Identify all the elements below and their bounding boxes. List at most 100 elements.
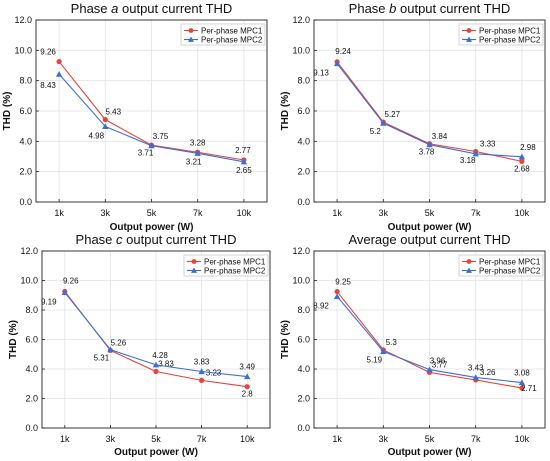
data-label: 5.3 xyxy=(386,338,398,347)
legend-circle-icon xyxy=(466,28,472,33)
data-label: 5.31 xyxy=(94,354,110,363)
y-tick-label: 2.0 xyxy=(19,167,32,177)
data-label: 2.98 xyxy=(520,143,536,152)
x-tick-label: 5k xyxy=(147,208,157,218)
data-label: 8.92 xyxy=(313,301,329,310)
chart-title-text: Average output current THD xyxy=(348,232,510,247)
y-tick-label: 10.0 xyxy=(292,45,310,55)
data-label: 3.26 xyxy=(480,368,496,377)
x-tick-label: 3k xyxy=(101,208,111,218)
legend-triangle-icon xyxy=(466,36,472,42)
chart-title-italic: a xyxy=(111,1,118,16)
y-tick-label: 8.0 xyxy=(25,305,38,315)
data-point-mpc1 xyxy=(56,58,62,65)
data-point-mpc2 xyxy=(333,60,341,67)
data-label: 3.83 xyxy=(158,360,174,369)
x-axis-label: Output power (W) xyxy=(388,222,472,233)
legend-triangle-icon xyxy=(188,36,194,42)
data-point-mpc2 xyxy=(61,289,68,296)
chart-title-text: output current THD xyxy=(123,232,237,247)
data-label: 2.68 xyxy=(514,164,530,173)
y-tick-label: 2.0 xyxy=(297,394,310,404)
data-point-mpc2 xyxy=(240,158,248,165)
data-label: 9.13 xyxy=(313,69,329,78)
chart-title-text: Phase xyxy=(349,1,389,16)
data-point-mpc2 xyxy=(472,150,479,157)
plot-frame xyxy=(313,250,546,429)
x-tick-label: 10k xyxy=(515,434,530,444)
x-axis-label: Output power (W) xyxy=(388,447,472,458)
legend-box xyxy=(458,254,544,277)
data-point-mpc1 xyxy=(519,158,525,164)
legend-circle-icon xyxy=(188,28,194,33)
data-point-mpc2 xyxy=(107,346,114,353)
y-tick-label: 12.0 xyxy=(20,246,38,256)
x-tick-label: 3k xyxy=(379,434,389,444)
data-label: 3.77 xyxy=(432,360,448,369)
data-point-mpc2 xyxy=(244,373,251,380)
x-tick-label: 5k xyxy=(425,434,435,444)
y-tick-label: 6.0 xyxy=(297,106,310,116)
data-point-mpc2 xyxy=(55,70,63,77)
x-tick-label: 10k xyxy=(237,208,252,218)
data-point-mpc2 xyxy=(148,142,155,149)
y-tick-label: 0.0 xyxy=(25,423,38,433)
y-tick-label: 4.0 xyxy=(25,364,38,374)
x-axis-label: Output power (W) xyxy=(114,447,198,458)
chart-panel-3: 0.0 2.0 4.0 6.0 8.0 10.0 12.0 1k 3k 5k 7k 10k Averag… xyxy=(280,232,546,458)
y-tick-label: 0.0 xyxy=(297,423,310,433)
y-axis-label: THD (%) xyxy=(2,92,13,131)
x-tick-label: 5k xyxy=(151,434,161,444)
chart-panel-1: 0.0 2.0 4.0 6.0 8.0 10.0 12.0 1k 3k 5k 7k 10k Phase … xyxy=(280,1,546,233)
data-label: 9.26 xyxy=(40,48,56,57)
chart-title-italic: c xyxy=(116,232,123,247)
data-point-mpc2 xyxy=(472,374,479,380)
data-label: 2.65 xyxy=(236,166,252,175)
data-label: 2.8 xyxy=(242,390,254,399)
data-label: 2.77 xyxy=(235,146,251,155)
x-tick-label: 7k xyxy=(197,434,207,444)
chart-panel-0: 0.0 2.0 4.0 6.0 8.0 10.0 12.0 1k 3k 5k 7k 10k Phase … xyxy=(2,1,268,233)
y-tick-label: 8.0 xyxy=(297,305,310,315)
data-label: 3.75 xyxy=(153,132,169,141)
data-label: 2.71 xyxy=(521,384,537,393)
y-axis-label: THD (%) xyxy=(280,92,291,131)
y-tick-label: 0.0 xyxy=(19,197,32,207)
legend-triangle-icon xyxy=(466,267,472,273)
y-tick-label: 12.0 xyxy=(292,246,310,256)
y-tick-label: 0.0 xyxy=(297,197,310,207)
y-tick-label: 10.0 xyxy=(14,45,32,55)
y-tick-label: 12.0 xyxy=(292,15,310,25)
data-label: 5.19 xyxy=(367,355,383,364)
data-label: 8.43 xyxy=(40,81,56,90)
legend-label: Per-phase MPC1 xyxy=(479,258,541,267)
chart-title-text: output current THD xyxy=(118,1,232,16)
data-point-mpc2 xyxy=(426,366,433,373)
x-axis-label: Output power (W) xyxy=(110,222,194,233)
y-tick-label: 4.0 xyxy=(297,364,310,374)
data-point-mpc1 xyxy=(334,288,340,295)
y-tick-label: 6.0 xyxy=(297,335,310,345)
x-tick-label: 7k xyxy=(471,434,481,444)
chart-panel-2: 0.0 2.0 4.0 6.0 8.0 10.0 12.0 1k 3k 5k 7k 10k Phase … xyxy=(8,232,271,458)
data-point-mpc2 xyxy=(426,141,433,148)
chart-title: Phase b output current THD xyxy=(349,1,511,16)
data-label: 9.26 xyxy=(63,276,79,285)
legend-label: Per-phase MPC1 xyxy=(479,27,541,36)
x-tick-label: 3k xyxy=(106,434,116,444)
x-tick-label: 1k xyxy=(54,208,64,218)
data-label: 3.28 xyxy=(190,138,206,147)
data-point-mpc2 xyxy=(194,150,201,156)
y-tick-label: 12.0 xyxy=(14,15,32,25)
legend-label: Per-phase MPC2 xyxy=(201,36,263,45)
plot-frame xyxy=(313,19,546,203)
data-label: 5.2 xyxy=(370,127,382,136)
legend-box xyxy=(458,23,544,46)
data-point-mpc1 xyxy=(199,377,205,383)
chart-title-text: Phase xyxy=(76,232,116,247)
data-point-mpc2 xyxy=(102,123,109,130)
chart-title: Phase c output current THD xyxy=(76,232,237,247)
y-axis-label: THD (%) xyxy=(280,320,291,359)
data-point-mpc1 xyxy=(244,384,250,390)
x-tick-label: 1k xyxy=(60,434,70,444)
